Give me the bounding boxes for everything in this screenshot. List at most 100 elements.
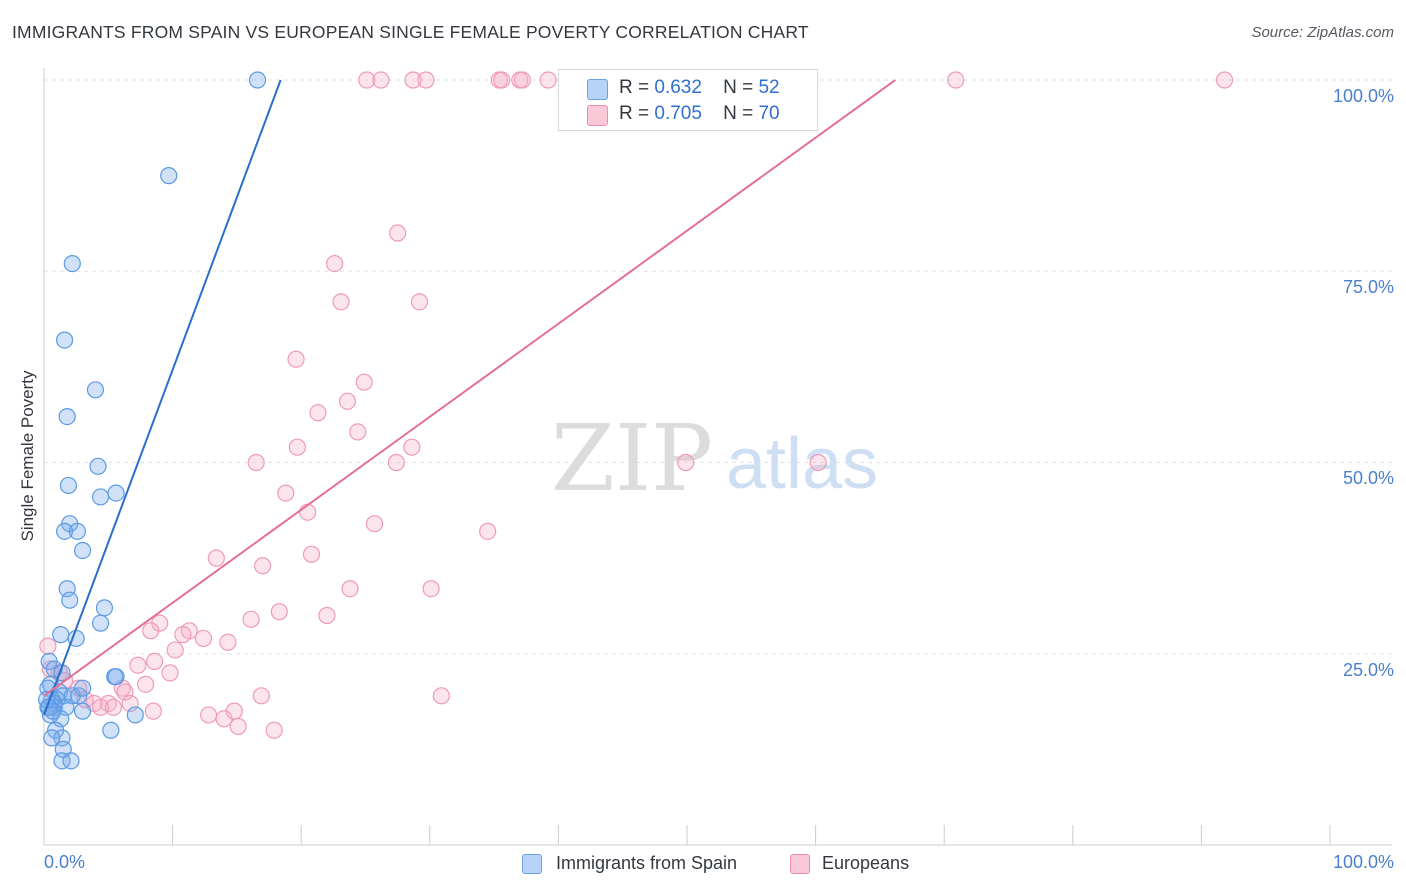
legend-n-label: N = xyxy=(723,103,754,124)
europeans-data-point xyxy=(302,545,321,563)
europeans-data-point xyxy=(403,438,421,456)
axes xyxy=(43,68,1392,846)
europeans-data-point xyxy=(91,698,110,716)
spain-data-point xyxy=(107,484,125,502)
watermark-zip: ZIP xyxy=(551,405,713,512)
europeans-data-point xyxy=(145,652,164,671)
europeans-data-point xyxy=(410,293,429,311)
europeans-data-point xyxy=(309,404,327,422)
legend-n-label: N = xyxy=(723,77,754,98)
europeans-data-point xyxy=(513,71,531,89)
correlation-legend: R = 0.632 N = 52 R = 0.705 N = 70 xyxy=(558,69,818,131)
spain-data-point xyxy=(89,457,107,475)
watermark-atlas: atlas xyxy=(726,424,878,504)
source-label: Source: ZipAtlas.com xyxy=(1251,24,1394,41)
legend-label-europeans: Europeans xyxy=(822,853,910,873)
legend-r-value: 0.632 xyxy=(654,77,702,98)
spain-data-point xyxy=(91,614,110,632)
europeans-data-point xyxy=(387,453,405,472)
europeans-data-point xyxy=(277,484,295,502)
legend-r-label: R = xyxy=(619,103,650,124)
europeans-data-point xyxy=(326,255,344,273)
y-tick-label-100: 100.0% xyxy=(1332,86,1394,106)
spain-data-point xyxy=(86,381,105,399)
spain-trendline xyxy=(43,79,282,716)
legend-swatch-pink xyxy=(790,854,810,874)
europeans-data-point xyxy=(287,350,305,368)
europeans-data-point xyxy=(341,580,359,598)
europeans-data-point xyxy=(161,664,179,682)
europeans-data-point xyxy=(947,71,965,89)
europeans-data-point xyxy=(200,706,218,724)
europeans-data-point xyxy=(207,549,225,567)
legend-swatch-blue xyxy=(522,854,542,874)
europeans-data-point xyxy=(219,633,237,651)
europeans-data-point xyxy=(174,626,192,644)
spain-data-point xyxy=(68,522,87,540)
spain-data-point xyxy=(91,488,110,506)
y-tick-label-75: 75.0% xyxy=(1342,277,1394,297)
spain-data-point xyxy=(102,721,120,739)
chart-title: IMMIGRANTS FROM SPAIN VS EUROPEAN SINGLE… xyxy=(12,22,809,42)
europeans-data-point xyxy=(479,522,497,540)
europeans-data-point xyxy=(355,373,373,391)
europeans-trendline xyxy=(43,79,896,697)
europeans-data-point xyxy=(422,580,440,598)
europeans-data-point xyxy=(194,629,213,648)
spain-data-point xyxy=(73,679,92,697)
europeans-data-point xyxy=(247,453,265,472)
spain-data-point xyxy=(61,591,79,609)
spain-data-point xyxy=(126,706,144,724)
europeans-data-point xyxy=(338,392,357,410)
europeans-data-point xyxy=(166,641,184,659)
spain-data-point xyxy=(95,599,114,617)
legend-r-value: 0.705 xyxy=(654,103,702,124)
europeans-data-point xyxy=(365,515,384,533)
europeans-data-point xyxy=(299,503,317,521)
spain-data-point xyxy=(53,752,71,770)
europeans-data-point xyxy=(493,71,511,89)
europeans-data-point xyxy=(389,224,407,242)
europeans-data-point xyxy=(252,687,270,705)
europeans-data-point xyxy=(270,603,288,621)
spain-data-point xyxy=(63,255,81,273)
zipatlas-watermark: ZIP atlas xyxy=(551,405,878,512)
europeans-data-point xyxy=(539,71,557,89)
europeans-data-point xyxy=(129,656,147,674)
europeans-data-point xyxy=(358,71,376,89)
europeans-data-point xyxy=(318,606,336,625)
spain-data-point xyxy=(248,71,267,89)
grid-lines xyxy=(44,79,1392,655)
spain-data-point xyxy=(62,752,80,770)
spain-data-point xyxy=(52,626,70,644)
europeans-data-point xyxy=(1215,71,1234,89)
spain-data-point xyxy=(58,408,76,426)
europeans-data-point xyxy=(225,702,243,720)
spain-data-point xyxy=(73,702,92,720)
spain-data-point xyxy=(107,668,125,686)
europeans-data-point xyxy=(265,721,283,739)
legend-n-value: 52 xyxy=(758,77,780,98)
europeans-data-point xyxy=(404,71,422,89)
europeans-data-point xyxy=(142,622,160,640)
europeans-data-point xyxy=(136,675,155,693)
europeans-data-point xyxy=(432,687,450,705)
europeans-data-point xyxy=(417,71,435,89)
europeans-data-point xyxy=(242,610,260,628)
europeans-data-point xyxy=(229,717,247,736)
spain-data-point xyxy=(55,331,74,349)
europeans-data-point xyxy=(144,702,162,720)
y-axis-label: Single Female Poverty xyxy=(18,370,37,542)
spain-data-point xyxy=(73,541,92,560)
spain-data-point xyxy=(160,167,178,185)
europeans-data-point xyxy=(809,453,827,472)
legend-label-spain: Immigrants from Spain xyxy=(556,853,738,873)
trendlines xyxy=(43,79,896,716)
legend-n-value: 70 xyxy=(758,103,780,124)
legend-r-label: R = xyxy=(619,77,650,98)
spain-data-point xyxy=(59,476,78,495)
europeans-data-point xyxy=(254,557,272,575)
y-tick-label-25: 25.0% xyxy=(1342,660,1394,680)
x-tick-label-0: 0.0% xyxy=(44,852,86,872)
